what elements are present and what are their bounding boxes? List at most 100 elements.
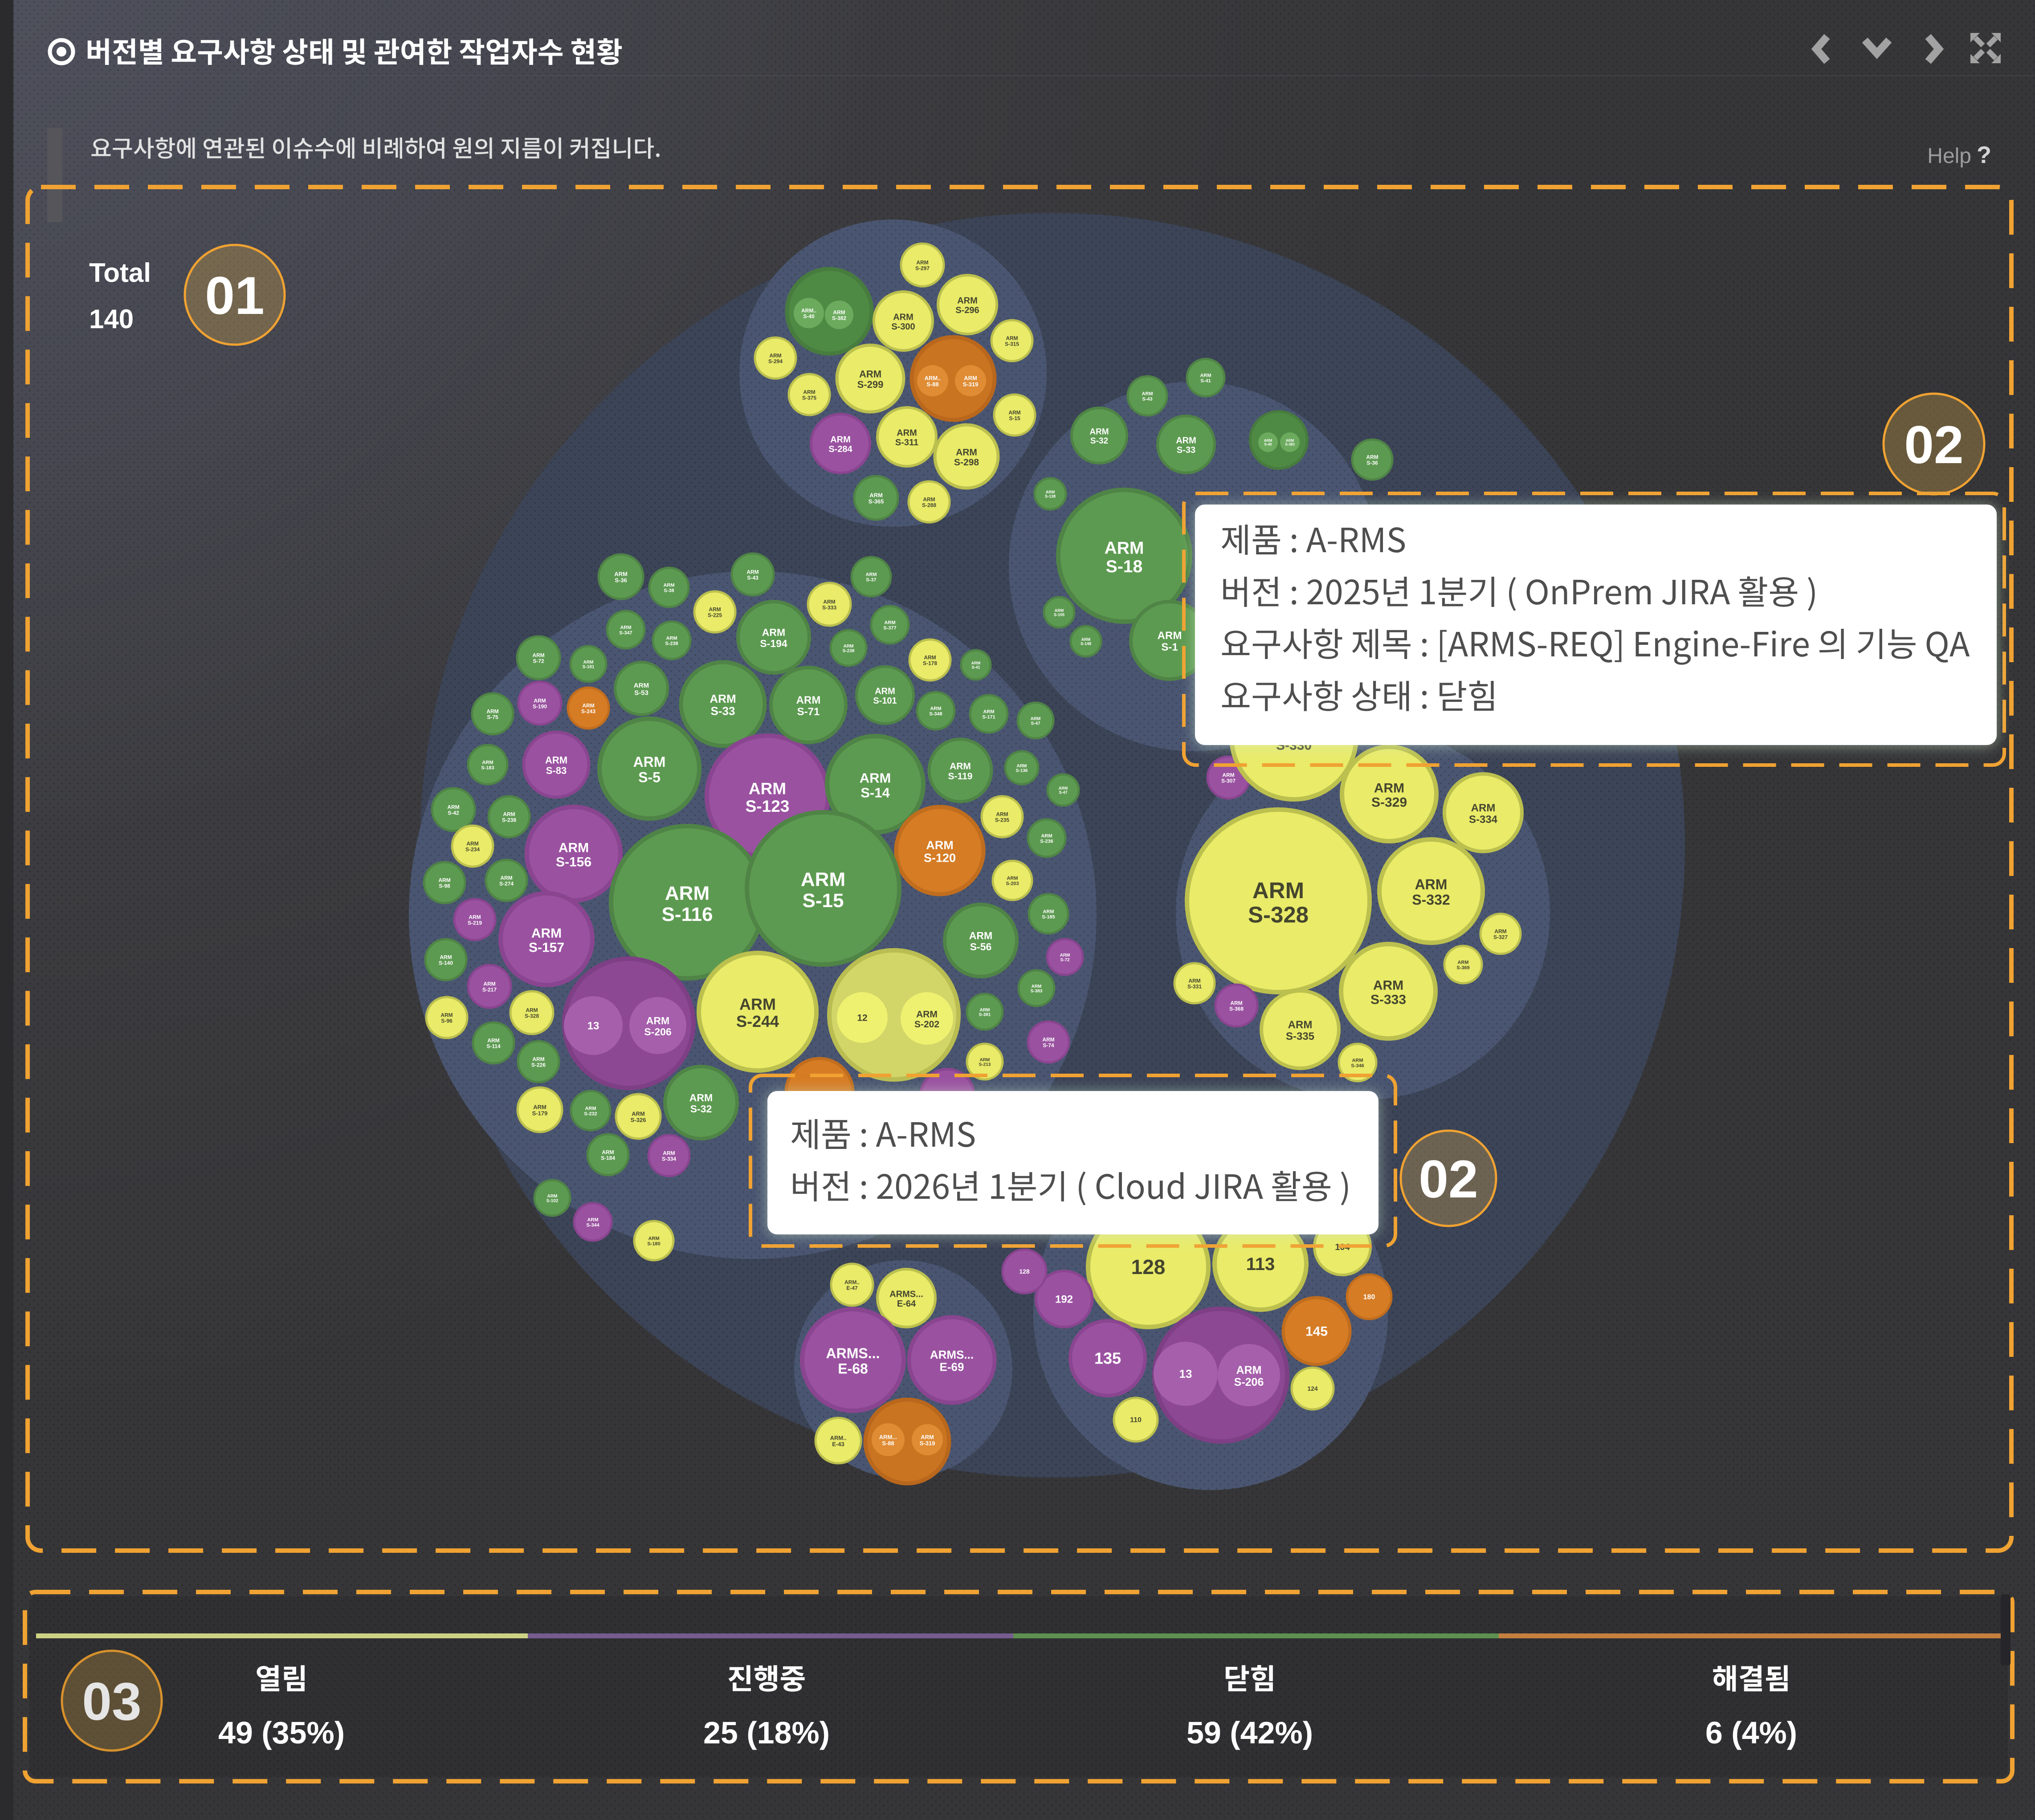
svg-text:192: 192 xyxy=(1055,1293,1073,1305)
svg-text:145: 145 xyxy=(1305,1324,1328,1339)
svg-text:ARM..: ARM.. xyxy=(925,375,941,381)
svg-text:ARM..: ARM.. xyxy=(801,308,816,314)
svg-text:S-298: S-298 xyxy=(954,457,979,468)
svg-text:ARM: ARM xyxy=(956,447,977,457)
svg-text:E-43: E-43 xyxy=(832,1441,844,1447)
svg-text:ARM: ARM xyxy=(689,1092,713,1103)
svg-text:ARM: ARM xyxy=(487,1038,499,1044)
svg-text:E-69: E-69 xyxy=(940,1360,964,1374)
svg-text:ARM: ARM xyxy=(559,840,589,855)
svg-text:ARM: ARM xyxy=(620,625,631,631)
svg-text:S-235: S-235 xyxy=(995,817,1009,823)
svg-text:S-114: S-114 xyxy=(486,1043,501,1049)
svg-text:S-15: S-15 xyxy=(1009,415,1020,421)
svg-text:S-206: S-206 xyxy=(1234,1376,1264,1388)
svg-text:ARM: ARM xyxy=(503,811,515,818)
svg-text:ARM: ARM xyxy=(749,780,786,798)
svg-text:ARM: ARM xyxy=(1288,1019,1313,1031)
svg-text:S-331: S-331 xyxy=(1187,983,1202,989)
svg-text:S-56: S-56 xyxy=(970,941,992,953)
svg-text:ARM: ARM xyxy=(1158,630,1182,642)
svg-text:E-68: E-68 xyxy=(838,1360,868,1376)
svg-text:S-43: S-43 xyxy=(1142,396,1152,402)
svg-text:S-382: S-382 xyxy=(832,315,846,321)
svg-text:S-37: S-37 xyxy=(866,577,876,582)
svg-text:ARM: ARM xyxy=(526,1007,538,1014)
svg-text:ARM: ARM xyxy=(923,497,935,503)
svg-text:ARM: ARM xyxy=(796,694,821,706)
svg-text:S-234: S-234 xyxy=(465,846,480,852)
svg-text:ARM: ARM xyxy=(438,877,450,884)
svg-text:S-369: S-369 xyxy=(1456,965,1469,970)
svg-text:S-274: S-274 xyxy=(499,880,514,887)
svg-text:ARM: ARM xyxy=(1374,781,1404,795)
svg-text:ARM: ARM xyxy=(916,260,928,266)
svg-text:ARM: ARM xyxy=(875,687,895,696)
svg-text:S-36: S-36 xyxy=(1366,460,1378,466)
svg-text:S-219: S-219 xyxy=(468,920,482,926)
svg-text:ARM: ARM xyxy=(950,761,971,771)
svg-text:ARM: ARM xyxy=(860,770,891,786)
svg-text:S-72: S-72 xyxy=(533,658,544,664)
svg-text:S-311: S-311 xyxy=(895,438,918,448)
svg-text:S-238: S-238 xyxy=(843,649,855,654)
svg-text:S-238: S-238 xyxy=(665,641,678,646)
svg-text:S-185: S-185 xyxy=(1042,914,1055,920)
svg-text:ARM: ARM xyxy=(769,353,781,359)
svg-text:S-181: S-181 xyxy=(583,665,595,670)
svg-text:S-157: S-157 xyxy=(529,941,564,955)
svg-text:S-32: S-32 xyxy=(690,1103,712,1115)
svg-text:S-284: S-284 xyxy=(828,444,852,454)
svg-text:ARM: ARM xyxy=(916,1009,938,1019)
svg-text:ARM: ARM xyxy=(1089,428,1109,437)
svg-text:S-156: S-156 xyxy=(556,855,591,870)
svg-text:S-377: S-377 xyxy=(883,625,896,631)
svg-text:S-368: S-368 xyxy=(1229,1006,1244,1012)
svg-text:ARM: ARM xyxy=(1457,960,1468,965)
svg-text:S-72: S-72 xyxy=(1060,958,1070,963)
svg-text:ARM: ARM xyxy=(1352,1058,1363,1063)
svg-text:ARM: ARM xyxy=(983,709,994,715)
svg-text:ARM: ARM xyxy=(633,754,666,770)
svg-text:ARM: ARM xyxy=(614,570,628,577)
svg-text:S-383: S-383 xyxy=(1285,443,1295,447)
svg-text:ARM: ARM xyxy=(1032,984,1042,989)
svg-text:ARM: ARM xyxy=(921,1433,934,1440)
svg-text:S-296: S-296 xyxy=(955,305,979,315)
svg-text:ARMS...: ARMS... xyxy=(930,1348,974,1361)
svg-text:ARM: ARM xyxy=(532,652,544,659)
svg-text:S-53: S-53 xyxy=(634,689,648,696)
svg-text:S-334: S-334 xyxy=(1469,814,1498,826)
svg-text:ARM: ARM xyxy=(486,708,498,715)
svg-text:ARMS...: ARMS... xyxy=(826,1345,880,1361)
svg-text:S-328: S-328 xyxy=(525,1013,539,1019)
svg-text:ARM: ARM xyxy=(587,1217,598,1223)
svg-text:ARM: ARM xyxy=(1031,717,1041,721)
svg-text:128: 128 xyxy=(1131,1255,1166,1278)
svg-text:ARM: ARM xyxy=(1286,439,1294,443)
svg-text:ARM: ARM xyxy=(1176,436,1196,446)
svg-text:ARM: ARM xyxy=(646,1015,669,1026)
svg-text:13: 13 xyxy=(587,1020,599,1032)
svg-text:S-328: S-328 xyxy=(1248,902,1309,927)
svg-text:S-41: S-41 xyxy=(1200,378,1211,383)
svg-text:S-140: S-140 xyxy=(439,960,453,966)
svg-text:S-101: S-101 xyxy=(873,696,897,706)
svg-text:S-333: S-333 xyxy=(822,604,836,611)
svg-text:S-148: S-148 xyxy=(1081,642,1091,646)
svg-text:ARM: ARM xyxy=(585,1106,596,1112)
svg-text:S-171: S-171 xyxy=(982,714,995,720)
svg-text:ARM: ARM xyxy=(1105,538,1144,558)
svg-text:S-213: S-213 xyxy=(979,1063,991,1067)
svg-text:ARM: ARM xyxy=(930,706,941,712)
svg-text:ARM: ARM xyxy=(534,698,546,704)
svg-text:ARM: ARM xyxy=(648,1236,659,1242)
svg-text:110: 110 xyxy=(1130,1417,1142,1424)
svg-text:S-347: S-347 xyxy=(619,630,632,635)
svg-text:ARM: ARM xyxy=(1252,878,1304,903)
svg-text:ARM: ARM xyxy=(746,569,759,575)
svg-text:S-294: S-294 xyxy=(768,358,783,364)
svg-text:S-88: S-88 xyxy=(926,381,938,387)
svg-text:ARM: ARM xyxy=(447,804,459,810)
svg-text:S-120: S-120 xyxy=(924,851,956,865)
